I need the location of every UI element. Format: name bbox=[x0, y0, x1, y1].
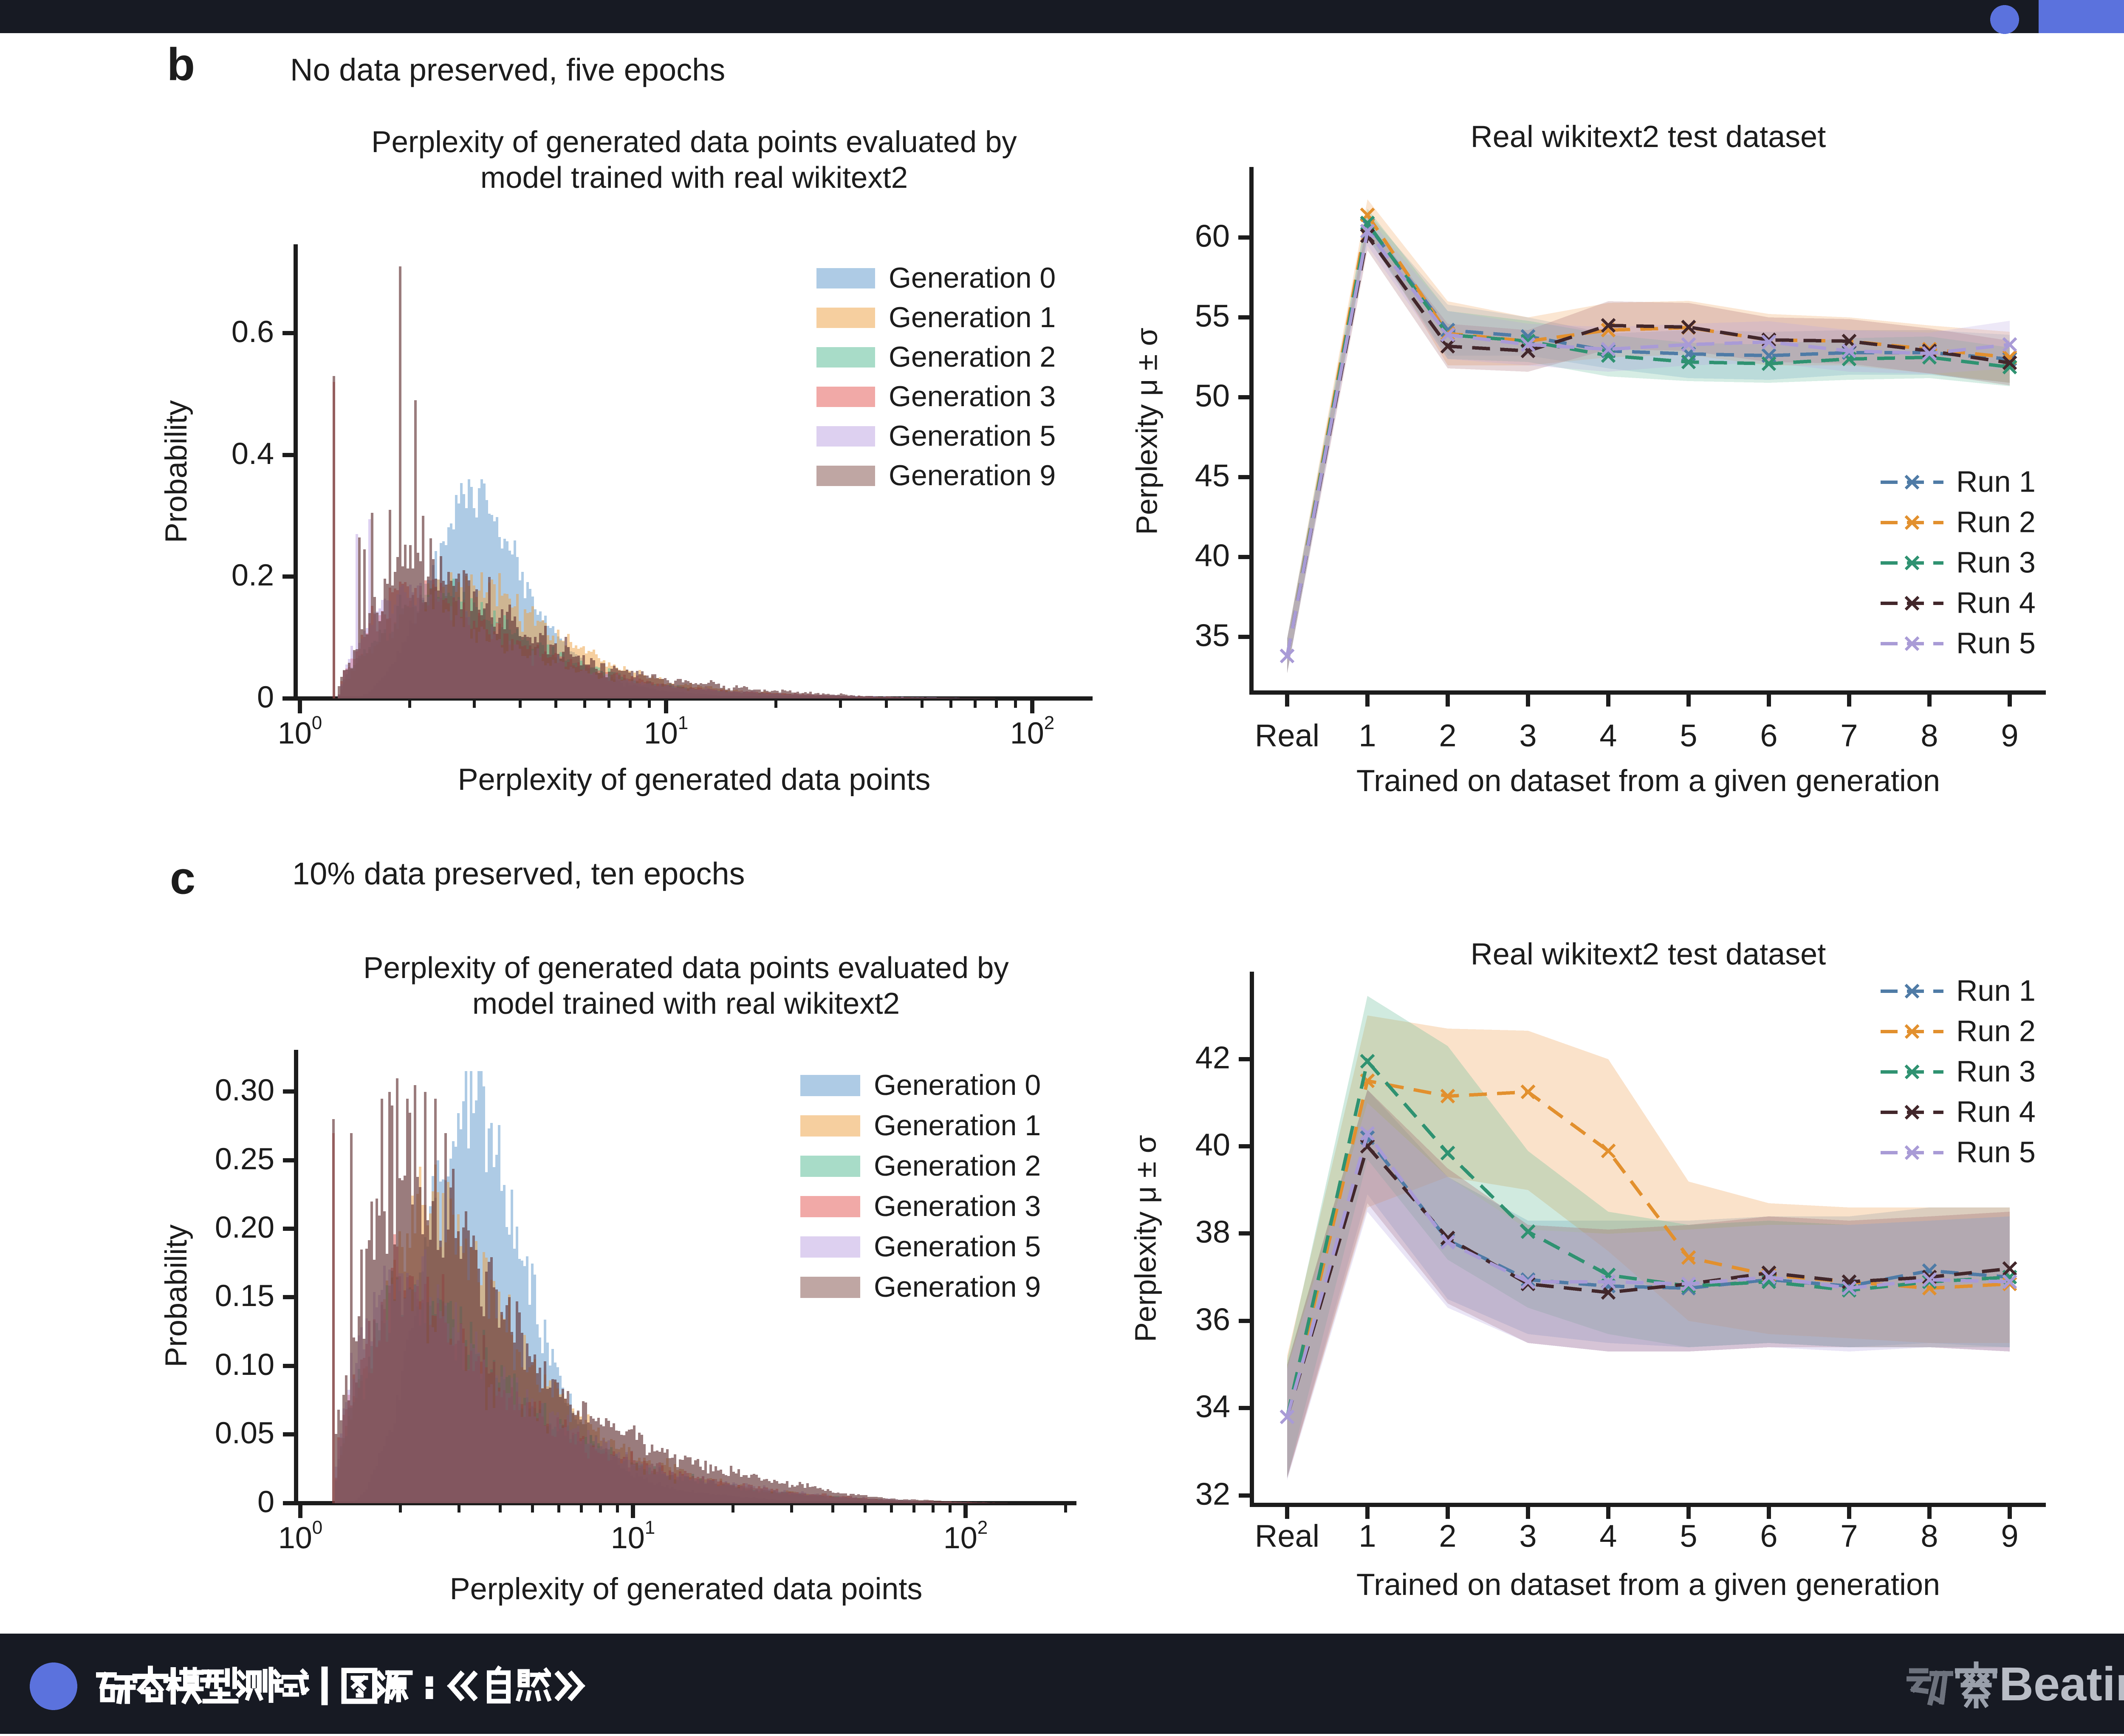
svg-text:Generation 1: Generation 1 bbox=[874, 1109, 1041, 1142]
svg-text:Generation 2: Generation 2 bbox=[889, 341, 1056, 373]
svg-text:32: 32 bbox=[1195, 1476, 1230, 1512]
svg-text:0.2: 0.2 bbox=[232, 558, 274, 592]
svg-text:0.6: 0.6 bbox=[232, 315, 274, 349]
svg-text:Perplexity μ ± σ: Perplexity μ ± σ bbox=[1130, 328, 1163, 535]
svg-text:6: 6 bbox=[1760, 718, 1777, 753]
svg-text:Generation 9: Generation 9 bbox=[874, 1271, 1041, 1303]
svg-text:9: 9 bbox=[2001, 718, 2018, 753]
svg-text:Run 3: Run 3 bbox=[1956, 546, 2036, 579]
svg-text:4: 4 bbox=[1599, 1518, 1617, 1554]
svg-text:Generation 5: Generation 5 bbox=[889, 420, 1056, 452]
svg-text:c: c bbox=[170, 852, 195, 904]
svg-text:34: 34 bbox=[1195, 1389, 1230, 1424]
svg-text:40: 40 bbox=[1195, 1127, 1230, 1162]
svg-text:42: 42 bbox=[1195, 1040, 1230, 1075]
svg-text:7: 7 bbox=[1840, 1518, 1858, 1554]
svg-text:Run 1: Run 1 bbox=[1956, 974, 2036, 1007]
svg-text:10% data preserved, ten epochs: 10% data preserved, ten epochs bbox=[292, 856, 745, 891]
svg-text:Perplexity of generated data p: Perplexity of generated data points bbox=[458, 763, 931, 797]
svg-text:Real: Real bbox=[1255, 1518, 1319, 1554]
svg-text:Run 4: Run 4 bbox=[1956, 1095, 2036, 1128]
svg-text:38: 38 bbox=[1195, 1214, 1230, 1250]
svg-text:Generation 5: Generation 5 bbox=[874, 1230, 1041, 1263]
svg-text:Run 2: Run 2 bbox=[1956, 505, 2036, 538]
svg-text:4: 4 bbox=[1599, 718, 1617, 753]
svg-text:0.20: 0.20 bbox=[215, 1210, 274, 1244]
svg-text:5: 5 bbox=[1680, 1518, 1697, 1554]
svg-text:Probability: Probability bbox=[159, 1224, 193, 1367]
svg-text:1: 1 bbox=[1359, 718, 1376, 753]
svg-text:b: b bbox=[167, 39, 195, 90]
svg-text:Real wikitext2 test dataset: Real wikitext2 test dataset bbox=[1471, 937, 1826, 971]
svg-text:0.05: 0.05 bbox=[215, 1416, 274, 1450]
svg-text:0.30: 0.30 bbox=[215, 1073, 274, 1107]
svg-text:40: 40 bbox=[1195, 538, 1230, 573]
svg-text:Perplexity of generated data p: Perplexity of generated data points eval… bbox=[371, 125, 1017, 159]
svg-text:45: 45 bbox=[1195, 458, 1230, 493]
svg-text:Real wikitext2 test dataset: Real wikitext2 test dataset bbox=[1471, 120, 1826, 154]
svg-text:36: 36 bbox=[1195, 1302, 1230, 1337]
svg-text:6: 6 bbox=[1760, 1518, 1777, 1554]
svg-text:7: 7 bbox=[1840, 718, 1858, 753]
svg-text:Trained on dataset from a give: Trained on dataset from a given generati… bbox=[1356, 764, 1940, 798]
svg-text:Run 5: Run 5 bbox=[1956, 626, 2036, 659]
svg-text:Perplexity of generated data p: Perplexity of generated data points bbox=[450, 1572, 923, 1606]
svg-text:Generation 3: Generation 3 bbox=[889, 380, 1056, 413]
svg-text:3: 3 bbox=[1519, 718, 1537, 753]
svg-text:2: 2 bbox=[1439, 718, 1456, 753]
svg-text:Beating: Beating bbox=[1999, 1657, 2124, 1711]
svg-text:0.25: 0.25 bbox=[215, 1142, 274, 1176]
svg-text:Generation 1: Generation 1 bbox=[889, 301, 1056, 334]
svg-text:8: 8 bbox=[1921, 718, 1938, 753]
svg-text:Run 5: Run 5 bbox=[1956, 1135, 2036, 1168]
svg-text:60: 60 bbox=[1195, 218, 1230, 254]
svg-text:No data preserved, five epochs: No data preserved, five epochs bbox=[290, 52, 725, 88]
svg-text:Run 3: Run 3 bbox=[1956, 1055, 2036, 1088]
svg-text:0.10: 0.10 bbox=[215, 1348, 274, 1382]
svg-text:Perplexity μ ± σ: Perplexity μ ± σ bbox=[1129, 1135, 1162, 1342]
svg-text:Generation 2: Generation 2 bbox=[874, 1150, 1041, 1182]
svg-text:Generation 9: Generation 9 bbox=[889, 459, 1056, 492]
svg-text:5: 5 bbox=[1680, 718, 1697, 753]
svg-text:0: 0 bbox=[257, 1485, 274, 1519]
svg-text:Real: Real bbox=[1255, 718, 1319, 753]
svg-text:Generation 3: Generation 3 bbox=[874, 1190, 1041, 1222]
svg-text:0.4: 0.4 bbox=[232, 437, 274, 471]
svg-text:Run 4: Run 4 bbox=[1956, 586, 2036, 619]
svg-text:model trained with real wikite: model trained with real wikitext2 bbox=[480, 161, 908, 195]
svg-text:8: 8 bbox=[1921, 1518, 1938, 1554]
svg-text:35: 35 bbox=[1195, 618, 1230, 653]
svg-text:9: 9 bbox=[2001, 1518, 2018, 1554]
svg-text:model trained with real wikite: model trained with real wikitext2 bbox=[472, 987, 900, 1021]
svg-text:Perplexity of generated data p: Perplexity of generated data points eval… bbox=[363, 951, 1009, 985]
svg-text:2: 2 bbox=[1439, 1518, 1456, 1554]
svg-text:55: 55 bbox=[1195, 298, 1230, 334]
svg-text:0.15: 0.15 bbox=[215, 1279, 274, 1313]
svg-text:Probability: Probability bbox=[159, 400, 193, 543]
svg-text:50: 50 bbox=[1195, 378, 1230, 413]
svg-text:0: 0 bbox=[257, 680, 274, 714]
svg-text:Generation 0: Generation 0 bbox=[874, 1069, 1041, 1101]
svg-text:Trained on dataset from a give: Trained on dataset from a given generati… bbox=[1356, 1568, 1940, 1602]
svg-text:Generation 0: Generation 0 bbox=[889, 262, 1056, 294]
svg-text:1: 1 bbox=[1359, 1518, 1376, 1554]
svg-text:3: 3 bbox=[1519, 1518, 1537, 1554]
svg-text:Run 2: Run 2 bbox=[1956, 1014, 2036, 1047]
svg-text:Run 1: Run 1 bbox=[1956, 465, 2036, 498]
